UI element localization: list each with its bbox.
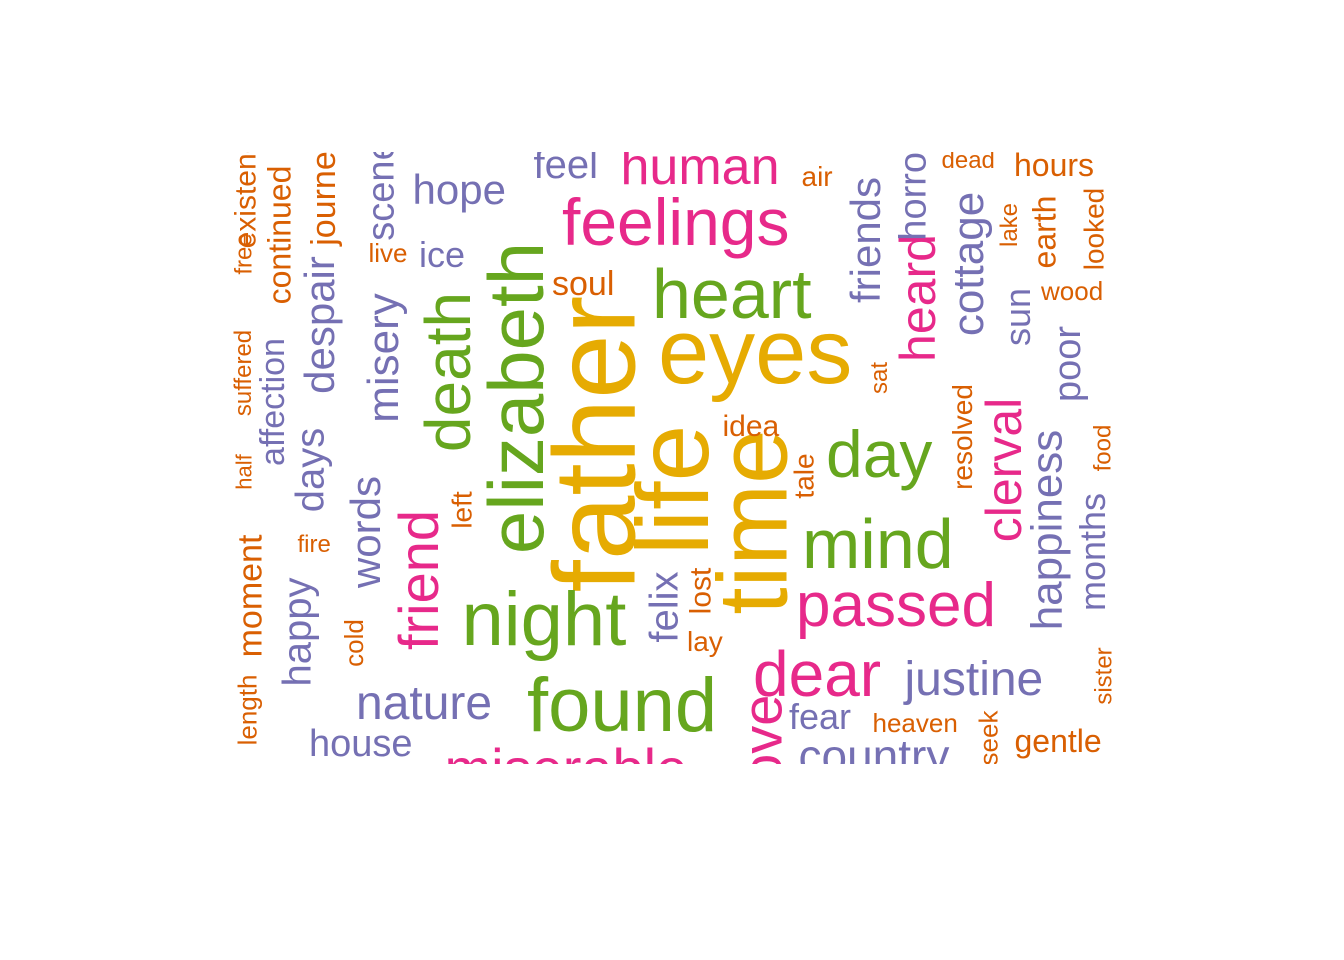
word-passed: passed [796, 571, 996, 640]
word-lay: lay [687, 626, 723, 657]
word-heard: heard [889, 234, 946, 362]
word-fire: fire [297, 531, 331, 558]
word-hours: hours [1014, 152, 1095, 183]
word-happy: happy [274, 577, 319, 687]
word-happiness: happiness [1021, 429, 1071, 631]
word-country: country [798, 730, 950, 764]
word-sun: sun [997, 287, 1039, 347]
word-affection: affection [253, 338, 292, 466]
word-dear: dear [753, 638, 882, 710]
word-feel: feel [533, 152, 599, 187]
word-lake: lake [996, 202, 1024, 248]
word-continued: continued [260, 165, 297, 305]
word-eyes: eyes [658, 301, 853, 403]
word-friends: friends [842, 176, 890, 304]
word-time: time [697, 429, 808, 615]
word-sister: sister [1090, 647, 1116, 705]
word-despair: despair [295, 256, 343, 394]
word-ice: ice [419, 234, 466, 275]
word-days: days [287, 427, 332, 513]
word-horror: horror [892, 152, 935, 241]
word-gentle: gentle [1014, 723, 1102, 759]
word-moment: moment [230, 534, 269, 658]
word-sat: sat [866, 361, 894, 395]
word-nature: nature [356, 677, 493, 730]
word-food: food [1088, 424, 1116, 472]
word-heart: heart [652, 255, 812, 333]
word-wood: wood [1041, 276, 1104, 306]
word-miserable: miserable [445, 741, 688, 765]
word-house: house [309, 723, 413, 764]
word-cottage: cottage [944, 191, 994, 337]
word-cloud: father life time eyes elizabeth night found min… [230, 152, 1116, 764]
word-air: air [801, 161, 833, 192]
word-journey: journey [304, 152, 343, 246]
word-cold: cold [338, 619, 369, 667]
word-felix: felix [642, 571, 687, 643]
word-tale: tale [788, 453, 820, 499]
word-live: live [368, 238, 408, 268]
word-found: found [527, 663, 718, 748]
word-poor: poor [1047, 325, 1090, 403]
word-scene: scene [360, 152, 403, 241]
word-length: length [231, 674, 262, 746]
word-lost: lost [683, 567, 717, 615]
word-soul: soul [552, 265, 615, 303]
word-death: death [412, 291, 485, 453]
word-love: love [729, 694, 793, 764]
word-friend: friend [387, 509, 451, 651]
word-human: human [620, 152, 780, 196]
word-day: day [826, 417, 933, 491]
word-months: months [1072, 492, 1114, 612]
word-idea: idea [722, 410, 780, 443]
word-hope: hope [412, 166, 506, 213]
word-free: free [230, 233, 258, 275]
word-suffered: suffered [230, 329, 258, 417]
word-fear: fear [789, 696, 852, 737]
word-mind: mind [802, 505, 954, 583]
word-left: left [446, 491, 478, 529]
word-night: night [461, 577, 627, 662]
word-dead: dead [941, 152, 995, 174]
word-misery: misery [358, 293, 408, 423]
word-seek: seek [972, 710, 1003, 764]
word-heaven: heaven [872, 708, 958, 738]
word-half: half [231, 454, 257, 490]
word-earth: earth [1025, 195, 1062, 269]
word-elizabeth: elizabeth [472, 241, 561, 555]
word-looked: looked [1077, 187, 1109, 271]
word-resolved: resolved [946, 384, 978, 490]
word-words: words [342, 475, 390, 589]
word-feelings: feelings [562, 185, 790, 259]
word-justine: justine [904, 653, 1044, 706]
